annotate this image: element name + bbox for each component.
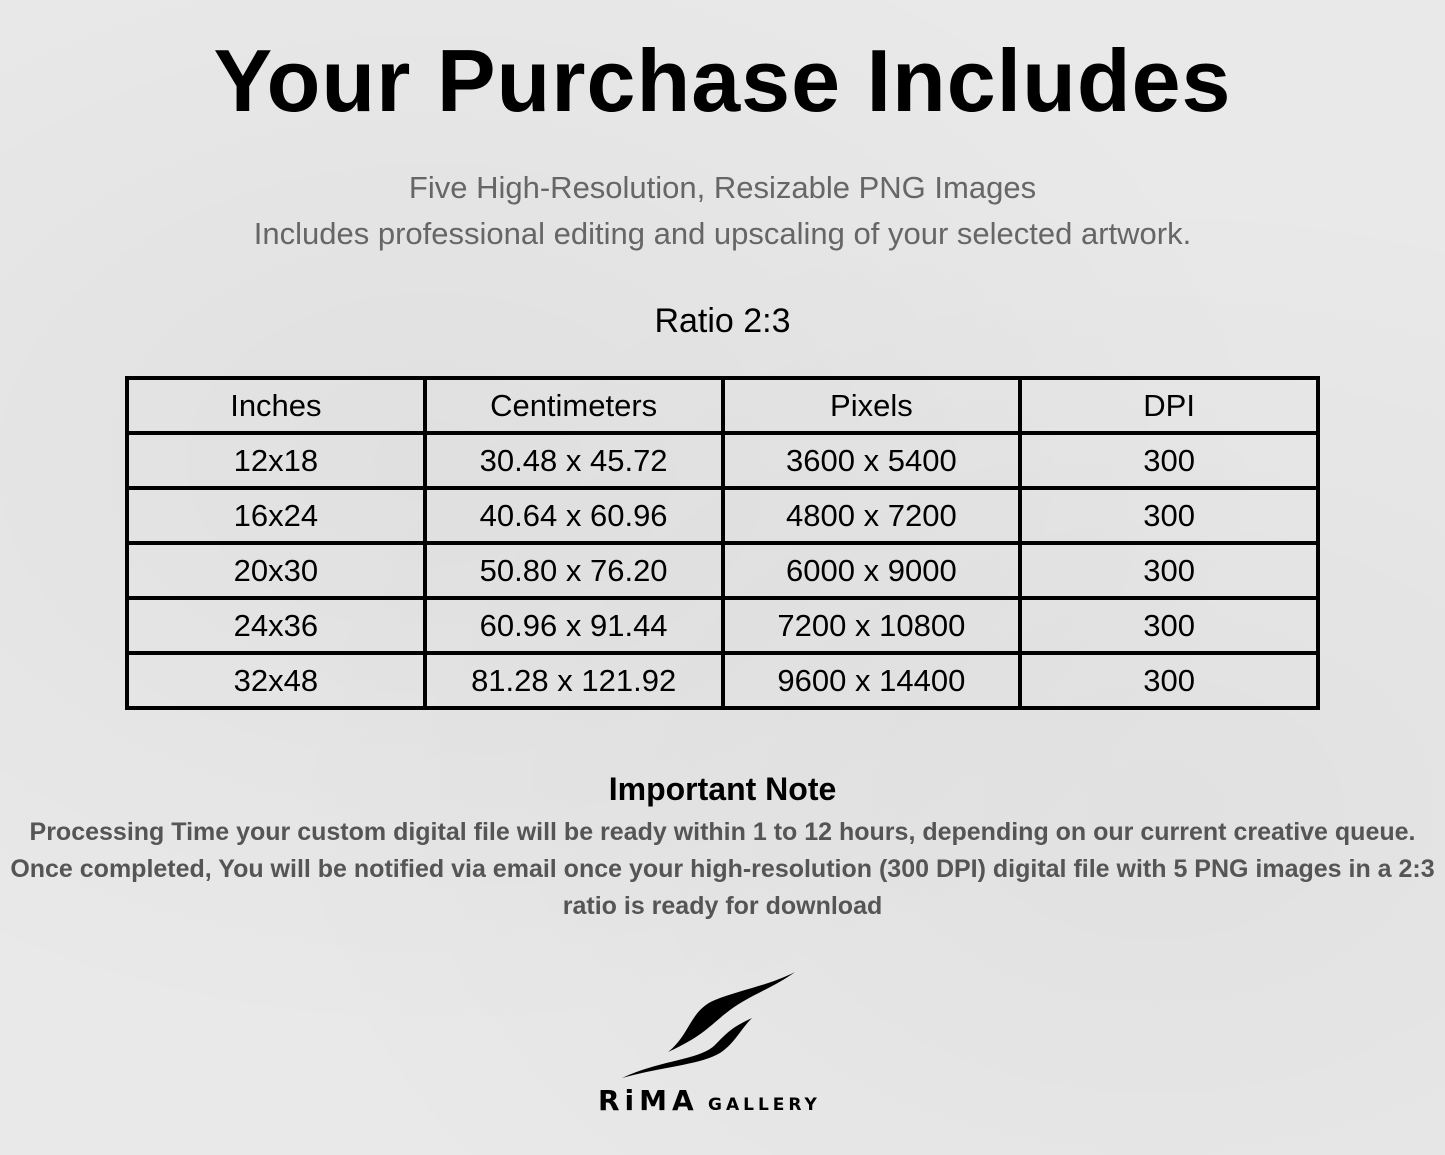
- table-cell: 40.64 x 60.96: [422, 486, 725, 545]
- size-table: Inches Centimeters Pixels DPI 12x18 30.48…: [125, 376, 1320, 710]
- logo-text-gallery: GALLERY: [708, 1095, 821, 1115]
- table-cell: 50.80 x 76.20: [422, 541, 725, 600]
- note-body: Processing Time your custom digital file…: [10, 818, 1435, 920]
- table-cell: 6000 x 9000: [720, 541, 1023, 600]
- column-header: Inches: [125, 376, 427, 435]
- table-cell: 9600 x 14400: [720, 651, 1023, 710]
- logo-swoosh-bottom: [622, 1018, 752, 1078]
- table-row: 32x48 81.28 x 121.92 9600 x 14400 300: [125, 651, 1320, 710]
- logo-swoosh-top: [668, 972, 795, 1052]
- table-row: 24x36 60.96 x 91.44 7200 x 10800 300: [125, 596, 1320, 655]
- table-cell: 300: [1018, 541, 1320, 600]
- rima-gallery-logo: RiMA GALLERY: [598, 972, 821, 1117]
- table-cell: 60.96 x 91.44: [422, 596, 725, 655]
- logo-text-rima: RiMA: [598, 1084, 699, 1117]
- note-title: Important Note: [608, 771, 837, 807]
- table-cell: 3600 x 5400: [720, 431, 1023, 490]
- table-cell: 300: [1018, 596, 1320, 655]
- ratio-label: Ratio 2:3: [654, 302, 791, 340]
- column-header: DPI: [1018, 376, 1320, 435]
- column-header: Pixels: [720, 376, 1023, 435]
- table-cell: 20x30: [125, 541, 427, 600]
- table-cell: 16x24: [125, 486, 427, 545]
- table-cell: 24x36: [125, 596, 427, 655]
- table-header-row: Inches Centimeters Pixels DPI: [125, 376, 1320, 435]
- subtitle-1: Five High-Resolution, Resizable PNG Imag…: [408, 170, 1037, 205]
- column-header: Centimeters: [422, 376, 725, 435]
- page-title: Your Purchase Includes: [213, 31, 1232, 130]
- table-cell: 32x48: [125, 651, 427, 710]
- table-cell: 30.48 x 45.72: [422, 431, 725, 490]
- table-cell: 12x18: [125, 431, 427, 490]
- table-row: 12x18 30.48 x 45.72 3600 x 5400 300: [125, 431, 1320, 490]
- table-row: 16x24 40.64 x 60.96 4800 x 7200 300: [125, 486, 1320, 545]
- table-cell: 300: [1018, 651, 1320, 710]
- table-cell: 300: [1018, 486, 1320, 545]
- table-cell: 7200 x 10800: [720, 596, 1023, 655]
- table-cell: 300: [1018, 431, 1320, 490]
- table-cell: 81.28 x 121.92: [422, 651, 725, 710]
- subtitle-2: Includes professional editing and upscal…: [253, 216, 1192, 251]
- table-row: 20x30 50.80 x 76.20 6000 x 9000 300: [125, 541, 1320, 600]
- table-cell: 4800 x 7200: [720, 486, 1023, 545]
